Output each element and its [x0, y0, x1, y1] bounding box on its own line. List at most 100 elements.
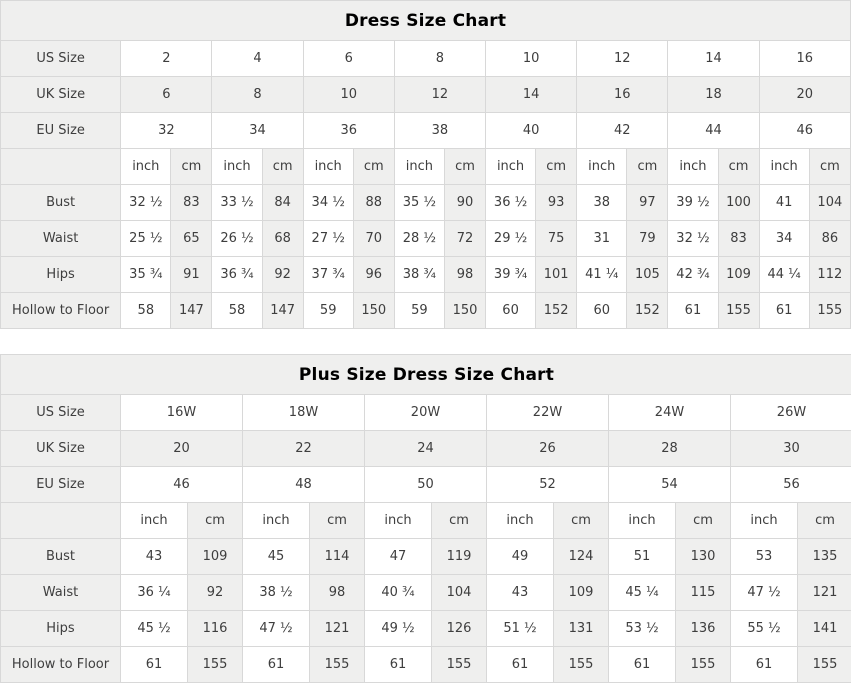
measurement-cm-cell: 114 — [310, 539, 365, 575]
measurement-cm-cell: 97 — [627, 185, 668, 221]
size-value-cell: 12 — [394, 77, 485, 113]
table-title-row: Plus Size Dress Size Chart — [1, 355, 851, 395]
size-value-cell: 34 — [212, 113, 303, 149]
size-value-cell: 54 — [609, 467, 731, 503]
measurement-inch-cell: 42 ¾ — [668, 257, 718, 293]
unit-cm-cell: cm — [554, 503, 609, 539]
size-value-cell: 6 — [121, 77, 212, 113]
size-value-cell: 30 — [731, 431, 851, 467]
measurement-inch-cell: 61 — [121, 647, 188, 683]
size-value-cell: 50 — [365, 467, 487, 503]
measurement-cm-cell: 104 — [809, 185, 850, 221]
size-value-cell: 8 — [212, 77, 303, 113]
size-value-cell: 36 — [303, 113, 394, 149]
measurement-cm-cell: 109 — [188, 539, 243, 575]
measurement-cm-cell: 155 — [554, 647, 609, 683]
measurement-cm-cell: 130 — [676, 539, 731, 575]
size-value-cell: 38 — [394, 113, 485, 149]
measurement-inch-cell: 59 — [303, 293, 353, 329]
table-title-row: Dress Size Chart — [1, 1, 851, 41]
unit-cm-cell: cm — [432, 503, 487, 539]
measurement-inch-cell: 32 ½ — [121, 185, 171, 221]
measurement-inch-cell: 51 ½ — [487, 611, 554, 647]
size-value-cell: 16 — [759, 41, 850, 77]
measurement-inch-cell: 61 — [668, 293, 718, 329]
size-value-cell: 46 — [759, 113, 850, 149]
measurement-cm-cell: 155 — [432, 647, 487, 683]
size-value-cell: 20 — [759, 77, 850, 113]
unit-inch-cell: inch — [243, 503, 310, 539]
measurement-cm-cell: 150 — [353, 293, 394, 329]
measurement-inch-cell: 45 — [243, 539, 310, 575]
measurement-inch-cell: 59 — [394, 293, 444, 329]
measurement-inch-cell: 41 — [759, 185, 809, 221]
size-value-cell: 32 — [121, 113, 212, 149]
measurement-inch-cell: 38 ½ — [243, 575, 310, 611]
measurement-cm-cell: 98 — [310, 575, 365, 611]
measurement-inch-cell: 45 ½ — [121, 611, 188, 647]
size-value-cell: 16W — [121, 395, 243, 431]
row-label-cell: EU Size — [1, 467, 121, 503]
size-value-cell: 2 — [121, 41, 212, 77]
size-value-cell: 16 — [577, 77, 668, 113]
measurement-inch-cell: 41 ¼ — [577, 257, 627, 293]
measurement-inch-cell: 35 ¾ — [121, 257, 171, 293]
measurement-inch-cell: 61 — [243, 647, 310, 683]
row-label-cell: Hollow to Floor — [1, 647, 121, 683]
unit-cm-cell: cm — [718, 149, 759, 185]
measurement-cm-cell: 126 — [432, 611, 487, 647]
measurement-inch-cell: 25 ½ — [121, 221, 171, 257]
unit-cm-cell: cm — [809, 149, 850, 185]
measurement-inch-cell: 53 ½ — [609, 611, 676, 647]
measurement-cm-cell: 150 — [444, 293, 485, 329]
size-value-cell: 10 — [303, 77, 394, 113]
measurement-inch-cell: 38 — [577, 185, 627, 221]
measurement-cm-cell: 155 — [718, 293, 759, 329]
unit-inch-cell: inch — [577, 149, 627, 185]
measurement-inch-cell: 28 ½ — [394, 221, 444, 257]
row-label-cell: Bust — [1, 185, 121, 221]
measurement-inch-cell: 60 — [577, 293, 627, 329]
measurement-cm-cell: 155 — [798, 647, 851, 683]
measurement-cm-cell: 65 — [171, 221, 212, 257]
unit-cm-cell: cm — [262, 149, 303, 185]
measurement-cm-cell: 101 — [536, 257, 577, 293]
measurement-cm-cell: 155 — [809, 293, 850, 329]
size-value-cell: 10 — [486, 41, 577, 77]
measurement-cm-cell: 105 — [627, 257, 668, 293]
measurement-cm-cell: 100 — [718, 185, 759, 221]
measurement-cm-cell: 92 — [188, 575, 243, 611]
measurement-cm-cell: 131 — [554, 611, 609, 647]
measurement-cm-cell: 115 — [676, 575, 731, 611]
measurement-cm-cell: 152 — [627, 293, 668, 329]
measurement-inch-cell: 49 — [487, 539, 554, 575]
measurement-cm-cell: 109 — [554, 575, 609, 611]
measurement-cm-cell: 121 — [798, 575, 851, 611]
measurement-inch-cell: 36 ½ — [486, 185, 536, 221]
row-label-cell: Bust — [1, 539, 121, 575]
measurement-cm-cell: 155 — [676, 647, 731, 683]
measurement-cm-cell: 75 — [536, 221, 577, 257]
size-value-cell: 14 — [486, 77, 577, 113]
size-value-cell: 20W — [365, 395, 487, 431]
measurement-inch-cell: 61 — [731, 647, 798, 683]
measurement-inch-cell: 38 ¾ — [394, 257, 444, 293]
row-label-cell: Waist — [1, 575, 121, 611]
measurement-inch-cell: 39 ¾ — [486, 257, 536, 293]
row-label-cell: UK Size — [1, 77, 121, 113]
unit-inch-cell: inch — [394, 149, 444, 185]
row-label-cell: Waist — [1, 221, 121, 257]
size-value-cell: 44 — [668, 113, 759, 149]
size-value-cell: 18W — [243, 395, 365, 431]
measurement-inch-cell: 51 — [609, 539, 676, 575]
measurement-cm-cell: 109 — [718, 257, 759, 293]
measurement-cm-cell: 96 — [353, 257, 394, 293]
unit-cm-cell: cm — [310, 503, 365, 539]
